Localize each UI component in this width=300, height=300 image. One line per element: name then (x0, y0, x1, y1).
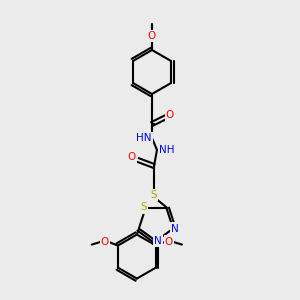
Text: O: O (148, 31, 156, 41)
Text: N: N (154, 236, 162, 246)
Text: O: O (128, 152, 136, 162)
Text: S: S (140, 202, 147, 212)
Text: S: S (151, 190, 157, 200)
Text: O: O (101, 237, 109, 247)
Text: N: N (171, 224, 179, 234)
Text: HN: HN (136, 133, 152, 143)
Text: NH: NH (159, 145, 175, 155)
Text: O: O (166, 110, 174, 120)
Text: O: O (165, 237, 173, 247)
Text: O: O (148, 31, 156, 41)
